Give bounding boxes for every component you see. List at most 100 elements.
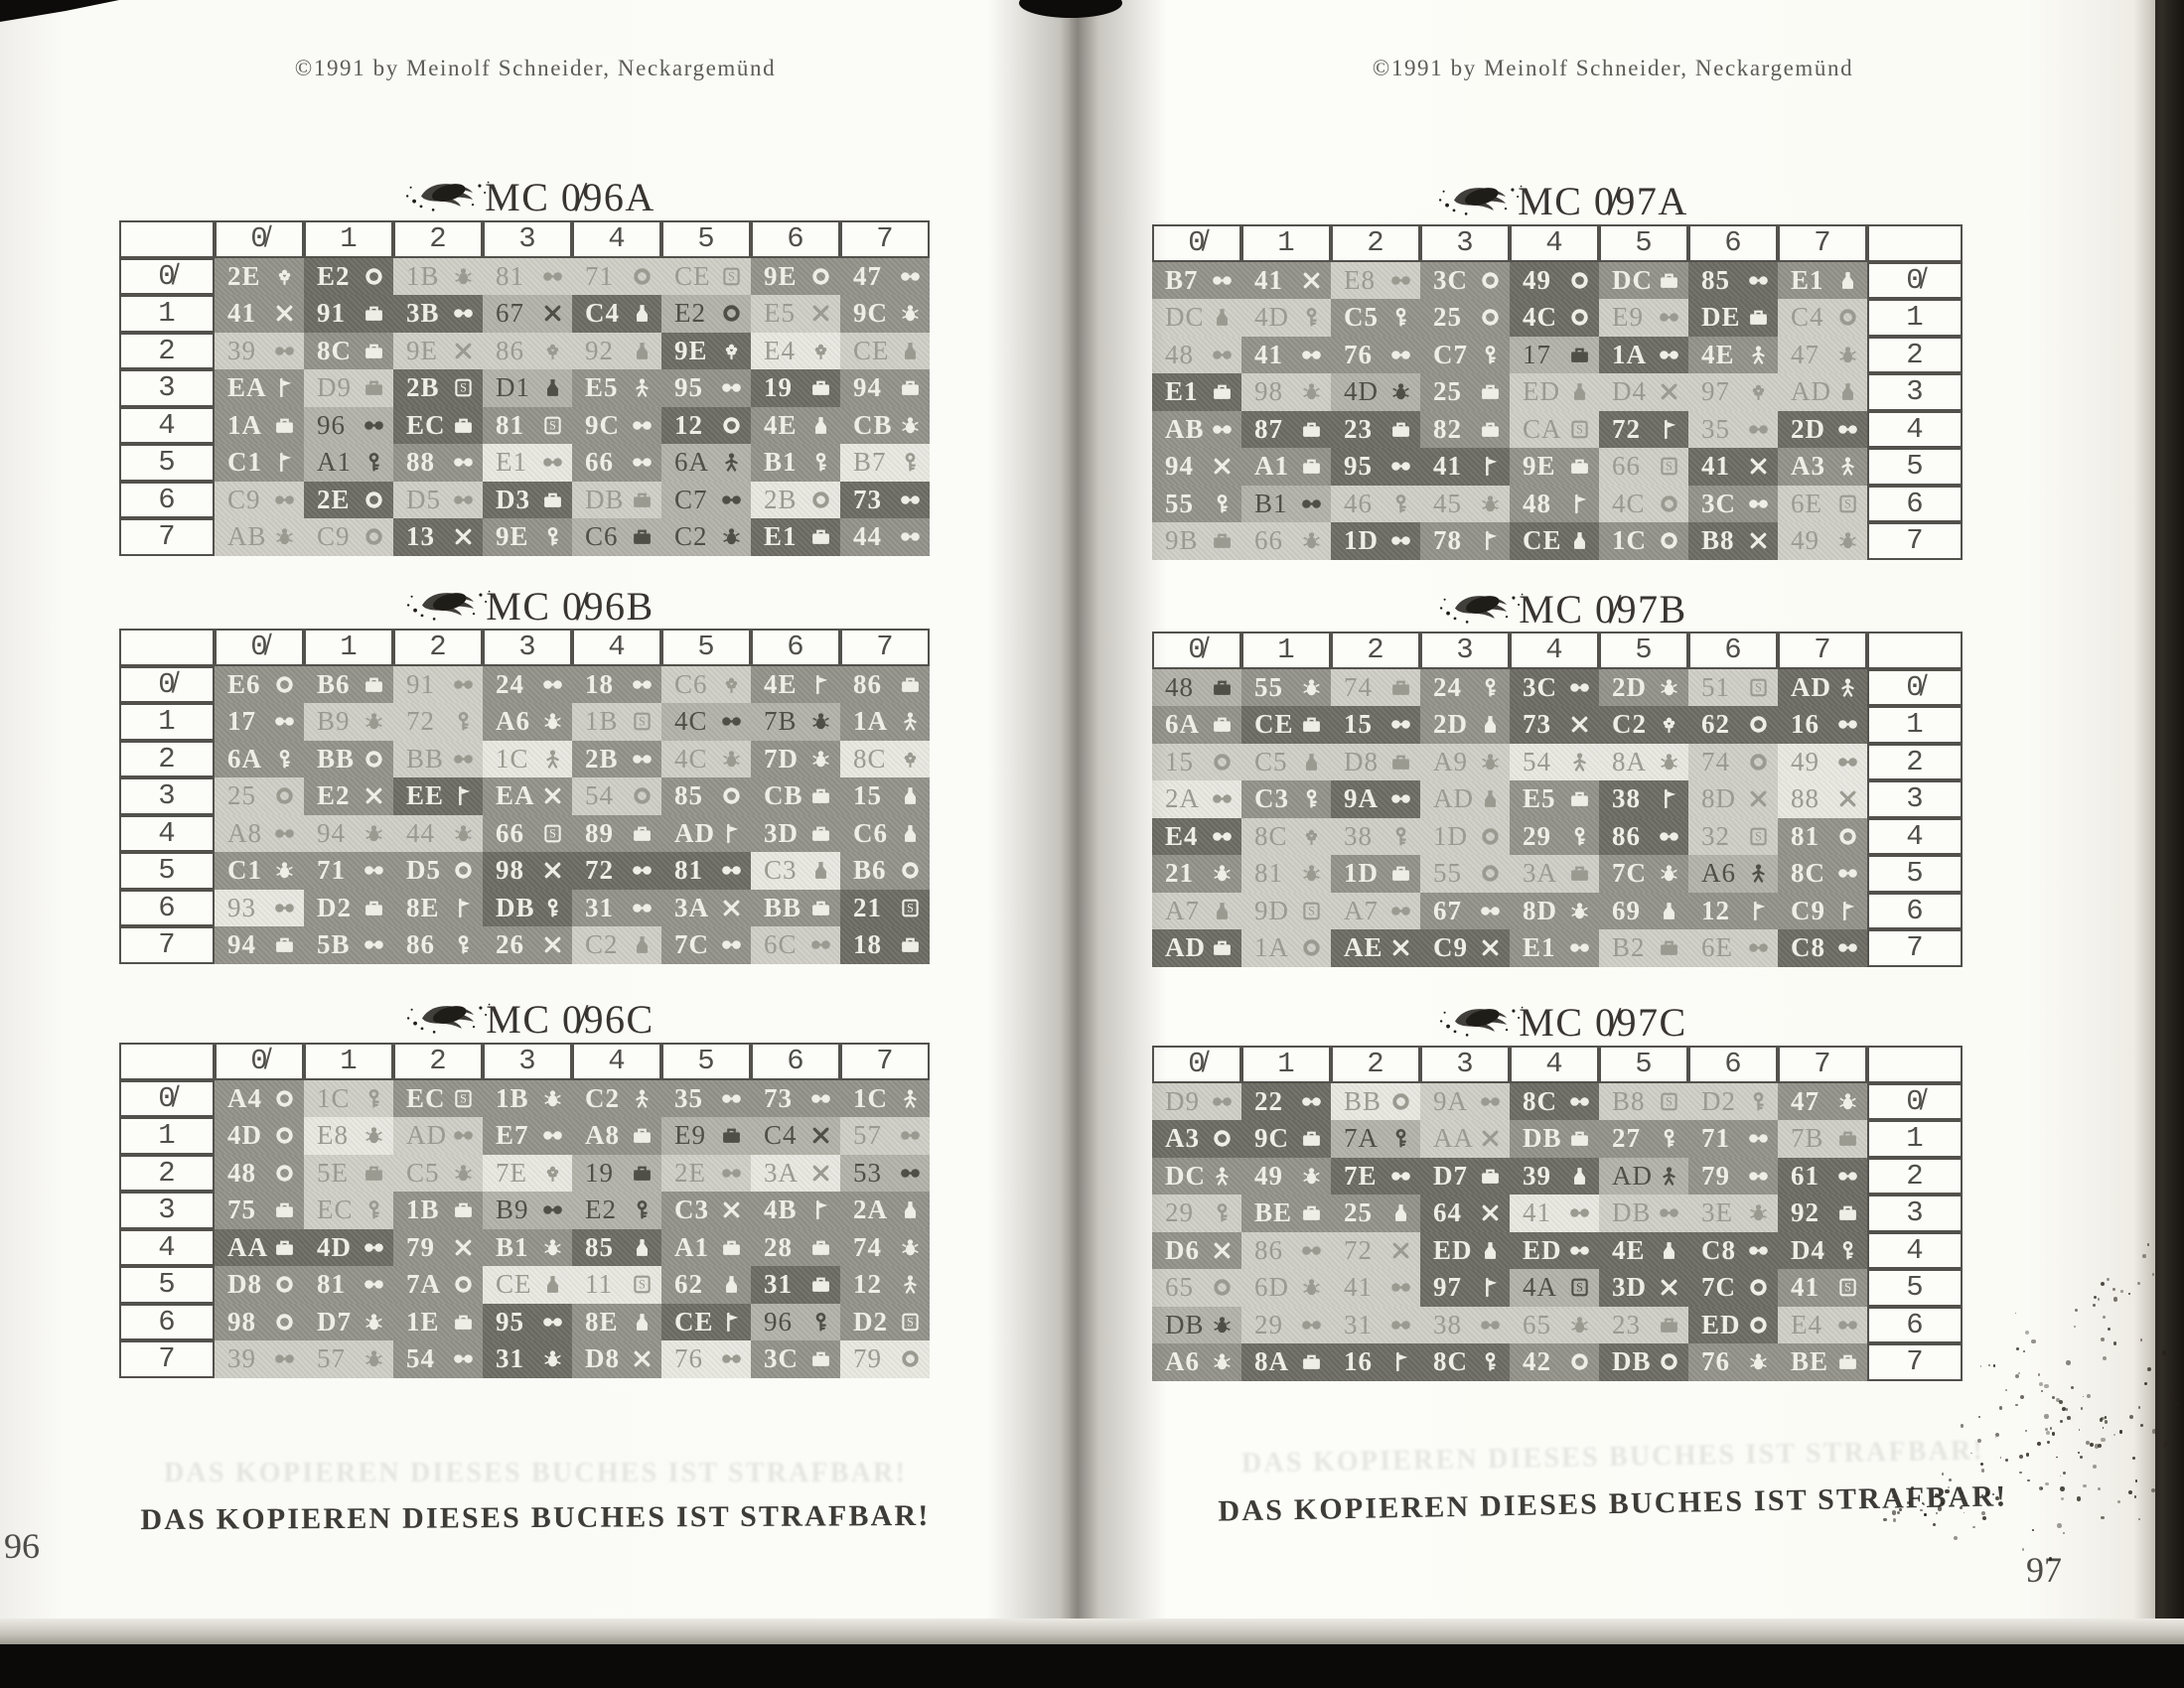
code-value: 12 [853,1269,882,1300]
bug-icon [1301,1166,1322,1187]
code-cell: 16 [1331,1343,1420,1381]
code-cell: EC S [393,1079,483,1117]
row-header: 1 [119,1117,215,1155]
ink-dot [2044,1414,2049,1419]
code-cell: A3 [1778,448,1867,486]
ink-dot [2062,1531,2066,1535]
row-header: 4 [1867,817,1963,855]
code-value: DC [1612,264,1653,295]
code-value: 72 [585,855,614,886]
ink-dot [1960,1490,1965,1494]
code-value: 16 [1791,709,1820,740]
code-cell: B1 [1241,485,1331,522]
ring-icon [1569,1351,1590,1372]
code-cell: 53 [840,1154,930,1192]
bug-icon [364,1348,384,1369]
ink-dot [2139,1423,2143,1427]
code-cell: D9 [1152,1082,1241,1120]
code-value: 41 [1433,451,1462,482]
code-cell: AD [1599,1157,1688,1195]
code-value: DB [1612,1197,1652,1228]
code-value: BE [1254,1197,1293,1228]
glasses-icon [453,1125,474,1146]
code-value: C1 [227,447,262,478]
ink-dot [1911,1486,1914,1490]
code-cell: 31 [572,889,661,926]
code-value: ED [1523,376,1560,407]
code-cell: 1D [1331,855,1420,893]
ink-dot [2018,1454,2023,1459]
code-value: 35 [1701,413,1730,444]
corner-cell [1867,1046,1963,1083]
code-value: B2 [1612,932,1646,963]
case-icon [1837,1128,1858,1149]
ink-dot [1977,1415,1980,1418]
ink-dot [1960,1506,1963,1509]
flask-icon [1659,901,1679,921]
ink-dot [1937,1506,1943,1511]
glasses-icon [1301,345,1322,365]
code-value: CA [1523,413,1562,444]
glasses-icon [274,1348,295,1369]
code-value: 1C [317,1082,351,1113]
ring-icon [632,785,653,806]
code-cell: E5 [572,369,661,407]
case-icon [1659,1315,1679,1336]
code-value: 3D [764,817,799,848]
cross-icon [1569,714,1590,735]
ink-dot [2051,1395,2056,1400]
row-header: 4 [119,1228,215,1266]
swirl-logo-icon [393,167,501,223]
code-table: 0̸ 1 2 3 4 5 6 7 48 55 74 24 3C 2D 51 S AD 0̸ 6A CE 15 2D 73 C2… [1152,632,1963,967]
case-icon [1569,456,1590,477]
code-value: A7 [1344,895,1379,925]
code-cell: C7 [661,481,751,518]
code-cell: 6E S [1778,485,1867,522]
case-icon [810,377,831,398]
sbox-icon: S [632,711,653,732]
ink-dot [2044,1383,2049,1388]
ring-icon [274,1125,295,1146]
glasses-icon [1212,345,1233,365]
flower-icon [1659,714,1679,735]
bug-icon [1301,530,1322,551]
code-value: 15 [1165,746,1194,776]
code-cell: 3C [1688,485,1778,522]
code-cell: C1 [215,444,304,482]
code-cell: E1 [1778,261,1867,299]
code-cell: 97 [1688,373,1778,411]
code-cell: 81 [1241,855,1331,893]
case-icon [364,341,384,361]
code-cell: DE [1688,299,1778,337]
ink-dot [2037,1373,2041,1376]
code-cell: 61 [1778,1157,1867,1195]
code-value: 1C [853,1082,888,1113]
glasses-icon [810,1088,831,1109]
ink-dot [2111,1287,2116,1292]
code-value: C9 [227,484,261,514]
code-value: 54 [406,1343,435,1374]
code-value: 66 [1254,525,1283,556]
code-value: ED [1433,1234,1473,1265]
code-cell: 79 [393,1228,483,1266]
code-cell: 1B S [572,703,661,741]
case-icon [632,1125,653,1146]
code-cell: 8A [1599,743,1688,780]
ink-dot [2143,1381,2147,1385]
ring-icon [274,1312,295,1333]
case-icon [1569,788,1590,809]
ink-dot [1976,1438,1982,1444]
flag-icon [274,452,295,473]
column-header: 3 [1420,632,1510,669]
cross-icon [1659,1277,1679,1298]
code-value: 41 [1701,451,1730,482]
cross-icon [1480,1128,1501,1149]
code-cell: E5 [1510,780,1599,818]
code-cell: 79 [1688,1157,1778,1195]
code-cell: 4D [1331,373,1420,411]
code-value: BE [1791,1346,1829,1377]
code-cell: 2E [304,481,393,518]
code-cell: 81 [1778,817,1867,855]
code-value: BB [764,892,802,922]
code-value: D2 [853,1306,888,1336]
